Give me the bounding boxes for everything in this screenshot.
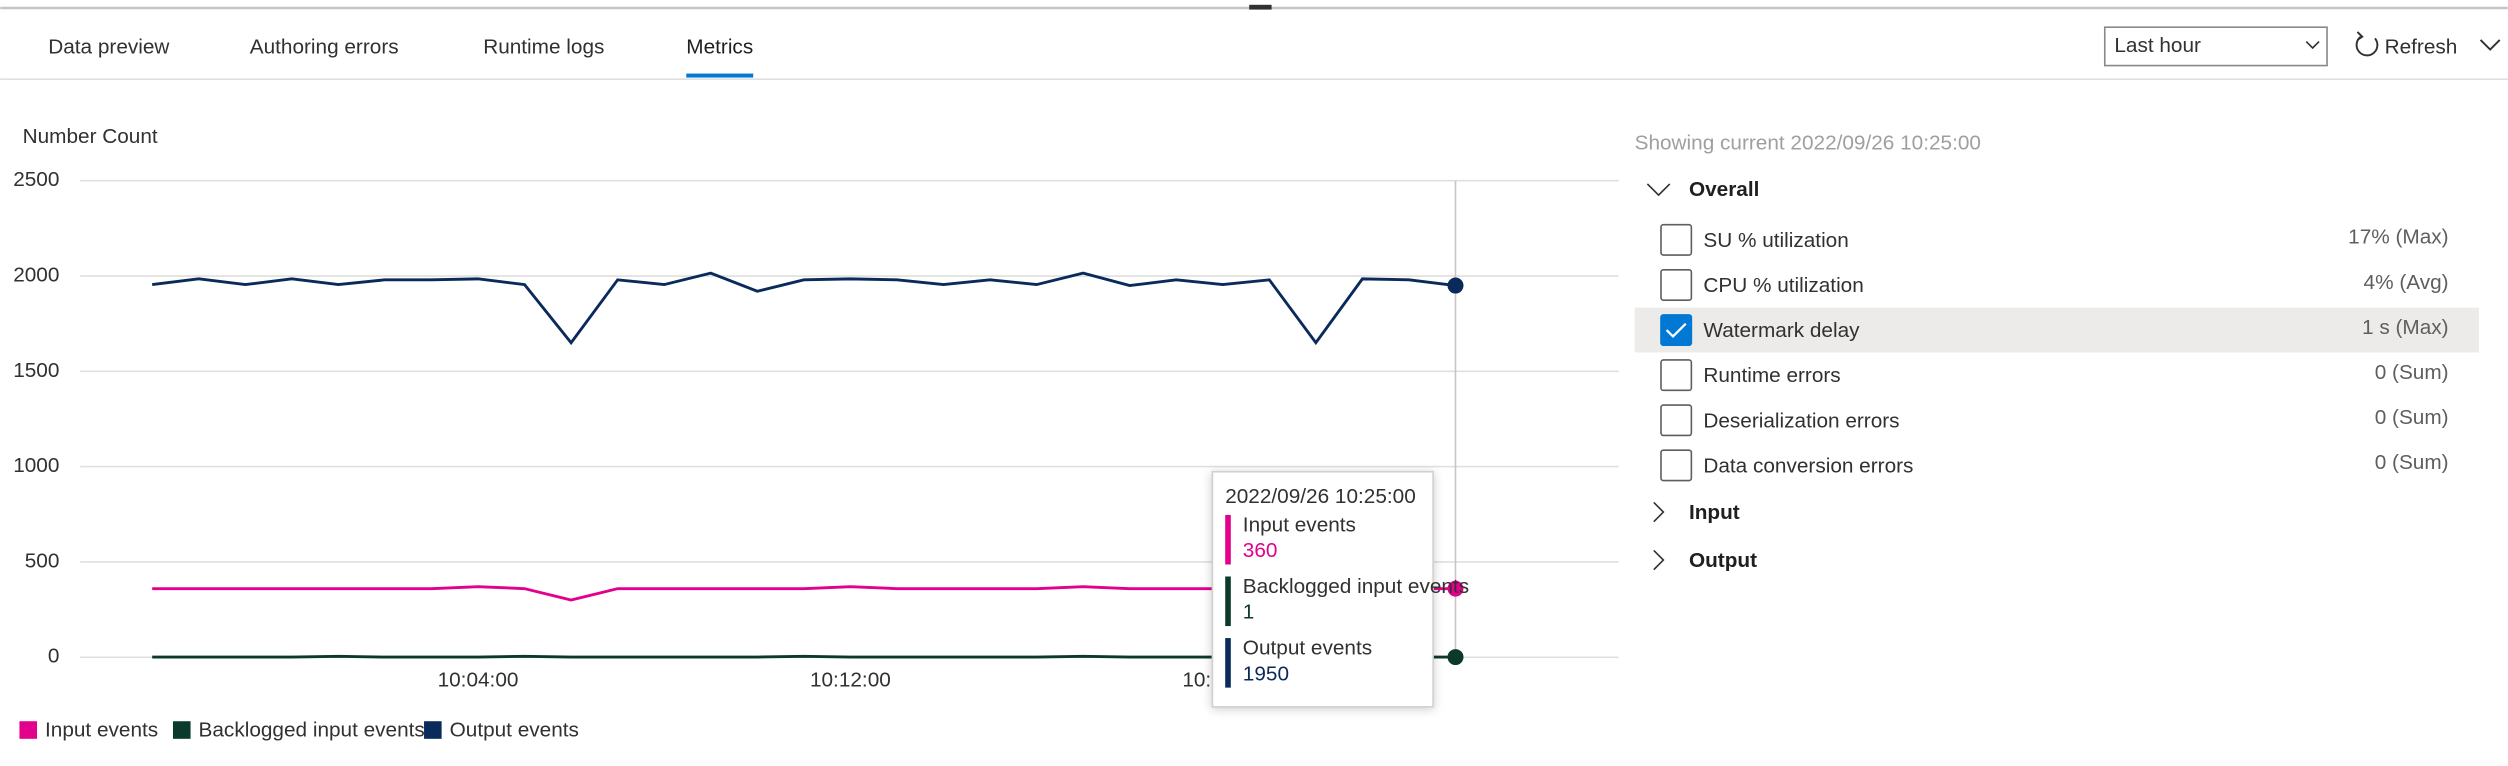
tooltip-value: 1950 xyxy=(1243,662,1289,685)
group-chevron[interactable] xyxy=(1653,549,1665,571)
metric-label[interactable]: SU % utilization xyxy=(1703,229,1848,252)
checkbox[interactable] xyxy=(1660,359,1693,392)
group-label[interactable]: Output xyxy=(1689,549,1757,572)
metric-value: 17% (Max) xyxy=(2348,226,2448,249)
tooltip-series-name: Output events xyxy=(1243,637,1372,660)
y-tick-label: 500 xyxy=(25,549,60,572)
metric-value: 1 s (Max) xyxy=(2362,316,2449,339)
metric-label[interactable]: Runtime errors xyxy=(1703,364,1840,387)
checkbox[interactable] xyxy=(1660,223,1693,256)
tab[interactable]: Metrics xyxy=(686,35,753,58)
series-line xyxy=(151,271,1456,346)
checkbox[interactable] xyxy=(1660,314,1693,347)
splitter-handle[interactable] xyxy=(1249,4,1272,10)
metric-value: 0 (Sum) xyxy=(2375,406,2449,429)
y-tick-label: 1000 xyxy=(13,454,59,477)
tooltip-bar xyxy=(1225,638,1231,688)
legend-label[interactable]: Output events xyxy=(450,718,579,741)
hover-point xyxy=(1447,580,1464,597)
dropdown-chevron xyxy=(2305,41,2320,50)
checkbox[interactable] xyxy=(1660,268,1693,301)
tooltip-series-name: Backlogged input events xyxy=(1243,575,1469,598)
checkbox[interactable] xyxy=(1660,449,1693,482)
metric-value: 0 (Sum) xyxy=(2375,451,2449,474)
tooltip-value: 360 xyxy=(1243,539,1278,562)
metric-value: 4% (Avg) xyxy=(2364,271,2449,294)
legend-label[interactable]: Backlogged input events xyxy=(199,718,425,741)
checkmark xyxy=(1665,322,1687,339)
tooltip xyxy=(1211,470,1434,708)
refresh-button[interactable]: Refresh xyxy=(2355,31,2458,58)
group-chevron[interactable] xyxy=(1646,183,1671,197)
group-label[interactable]: Input xyxy=(1689,501,1740,524)
metric-value: 0 (Sum) xyxy=(2375,361,2449,384)
y-axis-label: Number Count xyxy=(23,125,158,148)
tooltip-value: 1 xyxy=(1243,601,1255,624)
hover-point xyxy=(1447,649,1464,666)
status-text: Showing current 2022/09/26 10:25:00 xyxy=(1635,131,1981,154)
refresh-label: Refresh xyxy=(2385,35,2458,58)
y-tick-label: 0 xyxy=(48,645,60,668)
y-tick-label: 2000 xyxy=(13,264,59,287)
active-tab-underline xyxy=(686,73,754,78)
refresh-icon xyxy=(2355,36,2379,57)
group-chevron[interactable] xyxy=(1653,501,1665,523)
y-tick-label: 2500 xyxy=(13,168,59,191)
tooltip-title: 2022/09/26 10:25:00 xyxy=(1225,485,1416,508)
legend-label[interactable]: Input events xyxy=(45,718,158,741)
tab[interactable]: Authoring errors xyxy=(250,35,399,58)
selected-row xyxy=(1634,307,2479,353)
tooltip-bar xyxy=(1225,514,1231,565)
legend-swatch[interactable] xyxy=(19,721,38,739)
x-tick-label: 10:04:00 xyxy=(438,669,519,692)
group-label[interactable]: Overall xyxy=(1689,178,1759,201)
hover-point xyxy=(1447,277,1464,294)
tab[interactable]: Data preview xyxy=(48,35,170,58)
time-range-value: Last hour xyxy=(2114,34,2201,57)
metric-label[interactable]: Watermark delay xyxy=(1703,319,1860,342)
x-tick-label: 10:12:00 xyxy=(810,669,891,692)
metric-label[interactable]: CPU % utilization xyxy=(1703,274,1863,297)
tooltip-series-name: Input events xyxy=(1243,514,1356,537)
expand-chevron[interactable] xyxy=(2479,39,2501,51)
time-range-dropdown[interactable] xyxy=(2103,26,2328,67)
metric-label[interactable]: Data conversion errors xyxy=(1703,454,1913,477)
tooltip-bar xyxy=(1225,576,1231,627)
refresh-arrow xyxy=(2356,31,2364,41)
tab[interactable]: Runtime logs xyxy=(483,35,604,58)
metric-label[interactable]: Deserialization errors xyxy=(1703,409,1899,432)
legend-swatch[interactable] xyxy=(424,721,442,739)
y-tick-label: 1500 xyxy=(13,359,59,382)
legend-swatch[interactable] xyxy=(172,721,191,739)
checkbox[interactable] xyxy=(1660,404,1693,437)
